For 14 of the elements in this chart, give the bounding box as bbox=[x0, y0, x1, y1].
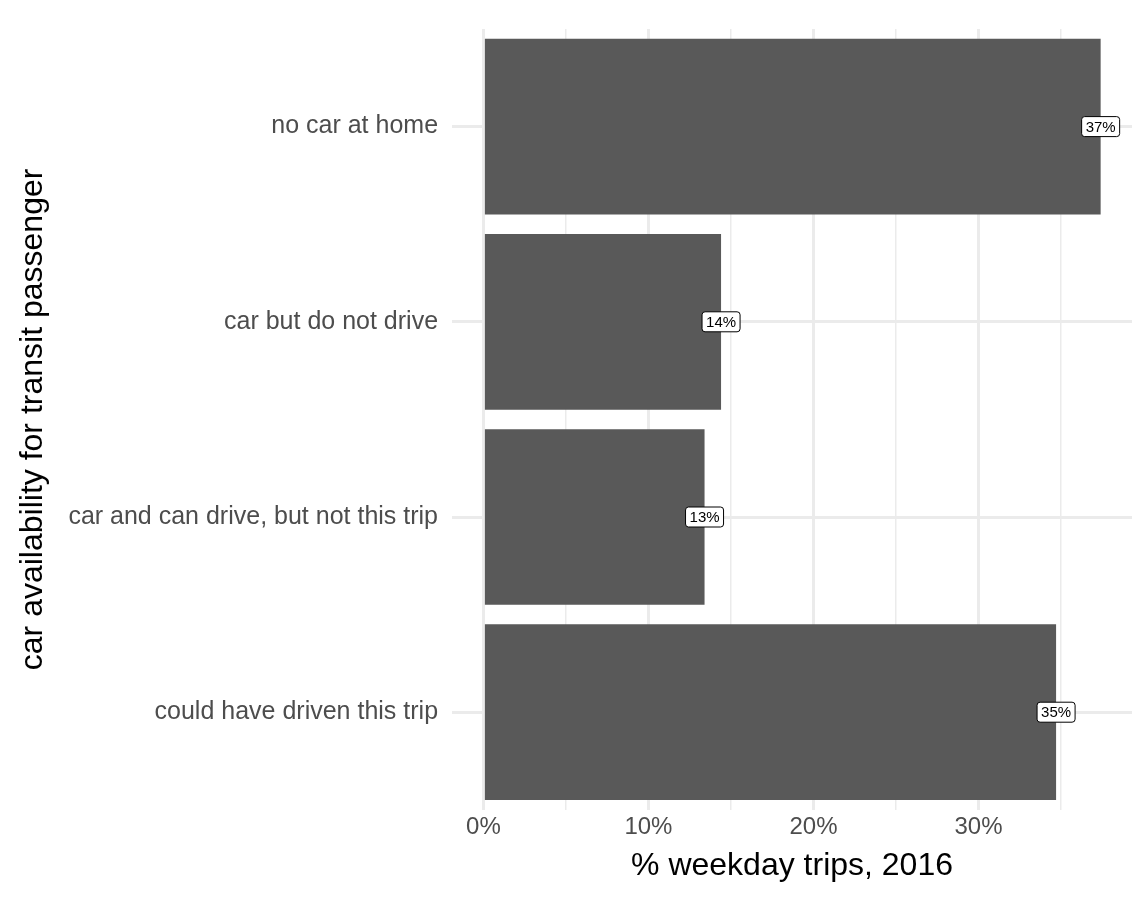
x-tick-label: 10% bbox=[624, 811, 673, 839]
data-label: 37% bbox=[1085, 117, 1116, 135]
y-tick-label: no car at home bbox=[271, 110, 439, 139]
x-tick-label: 30% bbox=[954, 811, 1003, 839]
y-tick-label: could have driven this trip bbox=[154, 696, 439, 725]
x-axis-title: % weekday trips, 2016 bbox=[631, 845, 953, 882]
x-tick-label: 20% bbox=[789, 811, 838, 839]
y-tick-label: car and can drive, but not this trip bbox=[68, 500, 439, 529]
data-label: 14% bbox=[706, 312, 737, 330]
x-tick-label: 0% bbox=[466, 811, 501, 839]
data-label: 35% bbox=[1041, 703, 1072, 721]
y-axis-title: car availability for transit passenger bbox=[13, 168, 50, 671]
y-tick-label: car but do not drive bbox=[224, 305, 439, 334]
data-label: 13% bbox=[689, 508, 720, 526]
